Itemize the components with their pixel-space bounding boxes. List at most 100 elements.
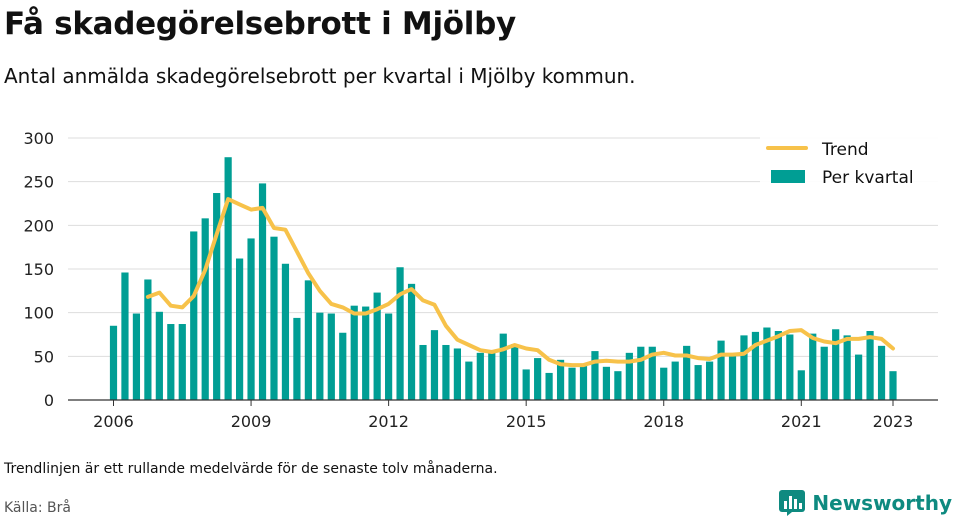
bar xyxy=(442,344,450,400)
bar xyxy=(740,335,748,400)
y-tick-label: 300 xyxy=(23,129,54,148)
bar xyxy=(465,361,473,400)
bar xyxy=(155,311,163,400)
bar xyxy=(385,313,393,400)
y-tick-label: 100 xyxy=(23,304,54,323)
legend-background xyxy=(760,132,938,194)
bar xyxy=(350,305,358,400)
bar xyxy=(270,236,278,400)
x-axis-ticks: 2006 2009 2012 2015 2018 2021 2023 xyxy=(93,400,913,431)
y-tick-label: 250 xyxy=(23,173,54,192)
bar xyxy=(545,372,553,400)
bar xyxy=(362,306,370,400)
trend-note: Trendlinjen är ett rullande medelvärde f… xyxy=(4,461,498,477)
bar xyxy=(109,325,118,400)
bar xyxy=(304,280,312,400)
bar xyxy=(683,345,691,400)
bar xyxy=(763,327,771,400)
bar xyxy=(522,369,530,400)
bar xyxy=(499,333,507,400)
x-tick-label: 2006 xyxy=(93,412,134,431)
bar xyxy=(488,351,496,400)
bar xyxy=(637,346,645,400)
bar xyxy=(144,279,152,400)
y-axis-ticks: 0 50 100 150 200 250 300 xyxy=(23,129,54,410)
bar xyxy=(178,324,186,400)
chart-subtitle: Antal anmälda skadegörelsebrott per kvar… xyxy=(4,64,636,88)
bar xyxy=(648,346,656,400)
x-tick-label: 2012 xyxy=(368,412,409,431)
bar xyxy=(568,367,576,400)
bar xyxy=(327,313,335,400)
legend-bar-label: Per kvartal xyxy=(822,168,914,188)
bar xyxy=(167,324,175,400)
bar xyxy=(579,365,588,400)
legend-trend-label: Trend xyxy=(821,140,869,160)
bar xyxy=(258,183,267,400)
bar xyxy=(717,340,725,400)
legend: Trend Per kvartal xyxy=(760,132,938,194)
bar xyxy=(694,365,702,400)
bar-series-per-kvartal xyxy=(109,157,897,400)
bar xyxy=(247,238,255,400)
bar xyxy=(855,354,863,400)
bar xyxy=(121,272,129,400)
bar xyxy=(511,344,519,400)
bar xyxy=(889,371,897,400)
bar xyxy=(866,331,874,400)
bar xyxy=(705,361,714,400)
bar xyxy=(373,292,381,400)
bar xyxy=(660,367,668,400)
bar xyxy=(774,331,782,400)
bar xyxy=(614,371,622,400)
bar xyxy=(293,317,301,400)
bar xyxy=(625,352,633,400)
bar xyxy=(534,358,542,400)
bar xyxy=(235,258,244,400)
bar xyxy=(316,312,324,400)
x-tick-label: 2021 xyxy=(781,412,822,431)
x-tick-label: 2023 xyxy=(873,412,914,431)
bar xyxy=(671,361,679,400)
bar xyxy=(591,351,599,400)
bar xyxy=(430,330,439,400)
bar xyxy=(396,267,404,400)
y-tick-label: 50 xyxy=(34,347,54,366)
x-tick-label: 2009 xyxy=(231,412,272,431)
bar xyxy=(556,359,565,400)
bar xyxy=(213,193,221,400)
y-tick-label: 0 xyxy=(44,391,54,410)
bar xyxy=(602,366,611,400)
bar xyxy=(281,263,290,400)
bar xyxy=(339,332,347,400)
bar xyxy=(786,334,794,400)
bar xyxy=(419,344,427,400)
bar xyxy=(832,329,840,400)
y-tick-label: 200 xyxy=(23,216,54,235)
bar xyxy=(190,231,198,400)
brand-name: Newsworthy xyxy=(812,491,952,515)
bar xyxy=(453,348,461,400)
source-text: Källa: Brå xyxy=(4,500,71,516)
bar xyxy=(224,157,232,400)
newsworthy-logo-icon xyxy=(779,490,806,516)
bar xyxy=(797,370,805,400)
bar xyxy=(843,335,851,400)
bar xyxy=(407,283,416,400)
x-tick-label: 2018 xyxy=(643,412,684,431)
bar xyxy=(476,352,484,400)
bar xyxy=(809,333,817,400)
chart-title: Få skadegörelsebrott i Mjölby xyxy=(4,6,516,42)
trend-line xyxy=(145,197,895,368)
y-tick-label: 150 xyxy=(23,260,54,279)
brand-logo[interactable]: Newsworthy xyxy=(778,486,952,520)
bar xyxy=(201,218,209,400)
x-tick-label: 2015 xyxy=(506,412,547,431)
legend-bar-swatch xyxy=(771,170,805,183)
bar xyxy=(728,355,737,400)
bar xyxy=(877,345,886,400)
bar xyxy=(820,346,828,400)
bar xyxy=(751,331,760,400)
bar xyxy=(132,313,141,400)
